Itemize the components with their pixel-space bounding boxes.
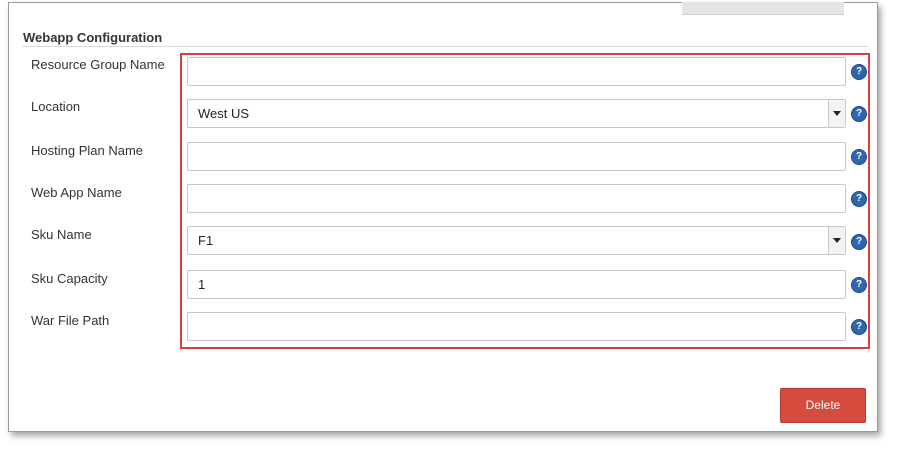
help-icon[interactable]: ? <box>851 149 867 165</box>
section-title: Webapp Configuration <box>23 30 163 45</box>
help-icon[interactable]: ? <box>851 191 867 207</box>
hosting-plan-name-input[interactable] <box>187 142 846 171</box>
web-app-name-input[interactable] <box>187 184 846 213</box>
help-icon[interactable]: ? <box>851 106 867 122</box>
help-icon[interactable]: ? <box>851 64 867 80</box>
hosting-plan-name-label: Hosting Plan Name <box>31 143 143 158</box>
sku-name-select[interactable]: F1 <box>187 226 846 255</box>
sku-capacity-input[interactable] <box>187 270 846 299</box>
location-label: Location <box>31 99 81 114</box>
resource-group-name-input[interactable] <box>187 57 846 86</box>
war-file-path-input[interactable] <box>187 312 846 341</box>
help-icon[interactable]: ? <box>851 277 867 293</box>
sku-name-label: Sku Name <box>31 227 92 242</box>
help-icon[interactable]: ? <box>851 234 867 250</box>
delete-button[interactable]: Delete <box>780 388 866 423</box>
web-app-name-label: Web App Name <box>31 185 122 200</box>
war-file-path-label: War File Path <box>31 313 110 328</box>
top-tab-bar <box>682 2 844 15</box>
highlight-box <box>180 53 870 349</box>
sku-name-select-value: F1 <box>198 233 214 248</box>
location-select[interactable]: West US <box>187 99 846 128</box>
help-icon[interactable]: ? <box>851 319 867 335</box>
sku-capacity-label: Sku Capacity <box>31 271 108 286</box>
location-select-value: West US <box>198 106 250 121</box>
resource-group-name-label: Resource Group Name <box>31 57 165 72</box>
chevron-down-icon[interactable] <box>828 227 845 254</box>
section-divider <box>22 46 868 47</box>
chevron-down-icon[interactable] <box>828 100 845 127</box>
